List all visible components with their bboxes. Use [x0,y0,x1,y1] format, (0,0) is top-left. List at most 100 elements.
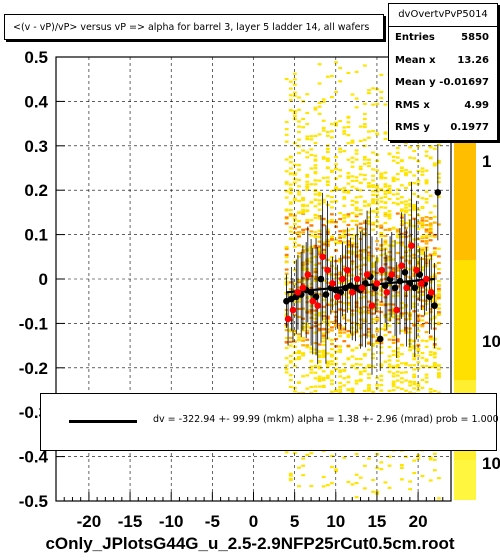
heat-cell [317,343,322,346]
heat-cell [375,211,380,214]
heat-cell [284,247,289,251]
heat-cell [428,280,433,284]
heat-cell [301,149,306,152]
heat-cell [387,184,392,188]
heat-cell [342,265,347,268]
red-profile-point [329,280,336,287]
heat-cell [342,456,347,459]
heat-cell [437,172,441,175]
heat-cell [375,317,380,321]
heat-cell [420,323,425,326]
red-profile-point [309,297,317,305]
heat-cell [346,233,351,236]
heat-cell [395,340,400,343]
heat-cell [424,201,429,204]
heat-cell [338,388,343,391]
heat-cell [301,211,306,214]
heat-cell [321,198,326,202]
heat-cell [288,183,293,186]
plot-title: <(v - vP)/vP> versus vP => alpha for bar… [4,14,384,40]
heat-cell [309,351,314,354]
heat-cell [395,251,400,255]
heat-cell [387,317,392,320]
heat-cell [354,265,359,269]
heat-cell [391,366,396,369]
heat-cell [309,365,314,368]
heat-cell [420,325,425,328]
heat-cell [346,189,351,192]
heat-cell [342,314,347,318]
heat-cell [309,484,314,488]
heat-cell [288,385,293,388]
heat-cell [371,356,375,360]
heat-cell [297,252,301,255]
heat-cell [391,295,396,298]
heat-cell [330,130,334,133]
heat-cell [313,341,318,345]
heat-cell [321,354,326,357]
heat-cell [367,334,371,337]
stats-label: RMS y [395,122,430,133]
heat-cell [362,204,367,207]
x-tick-label: -5 [205,512,220,531]
heat-cell [383,171,388,174]
heat-cell [297,235,301,238]
heat-cell [395,202,400,205]
heat-cell [371,335,375,338]
heat-cell [395,347,400,350]
heat-cell [428,338,433,341]
heat-cell [416,367,421,370]
heat-cell [371,223,375,226]
heat-cell [330,218,334,222]
heat-cell [313,172,318,175]
heat-cell [367,309,371,312]
heat-cell [325,376,330,380]
black-profile-point [342,284,349,292]
heat-cell [437,261,441,265]
heat-cell [412,217,417,220]
heat-cell [379,224,384,227]
heat-cell [432,250,437,253]
heat-cell [428,239,433,242]
heat-cell [404,275,408,278]
heat-cell [346,250,351,253]
heat-cell [420,219,425,222]
heat-cell [317,214,322,218]
heat-cell [330,482,334,485]
heat-cell [288,378,293,382]
red-profile-point [334,293,341,301]
heat-cell [313,268,318,272]
heat-cell [305,258,310,261]
heat-cell [424,230,429,233]
heat-cell [412,208,417,211]
heat-cell [432,351,437,354]
heat-cell [428,253,433,256]
heat-cell [395,192,400,195]
heat-cell [437,313,441,316]
heat-cell [297,130,301,134]
heat-cell [383,176,388,180]
stats-label: Mean x [395,54,436,66]
heat-cell [387,324,392,327]
heat-cell [412,376,417,379]
heat-cell [321,266,326,269]
heat-cell [387,312,392,315]
heat-cell [404,326,408,330]
heat-cell [338,217,343,221]
heat-cell [313,235,318,238]
heat-cell [334,324,338,328]
heat-cell [383,190,388,193]
heat-cell [338,370,343,374]
heat-cell [354,309,359,312]
heat-cell [428,279,433,282]
heat-cell [317,354,322,357]
heat-cell [416,264,421,267]
heat-cell [399,184,404,187]
heat-cell [432,221,437,224]
heat-cell [424,340,429,343]
heat-cell [387,244,392,247]
heat-cell [399,463,404,467]
stats-row-rms-y: RMS y 0.1977 [389,117,497,140]
heat-cell [432,389,437,393]
profile-points [283,189,442,343]
